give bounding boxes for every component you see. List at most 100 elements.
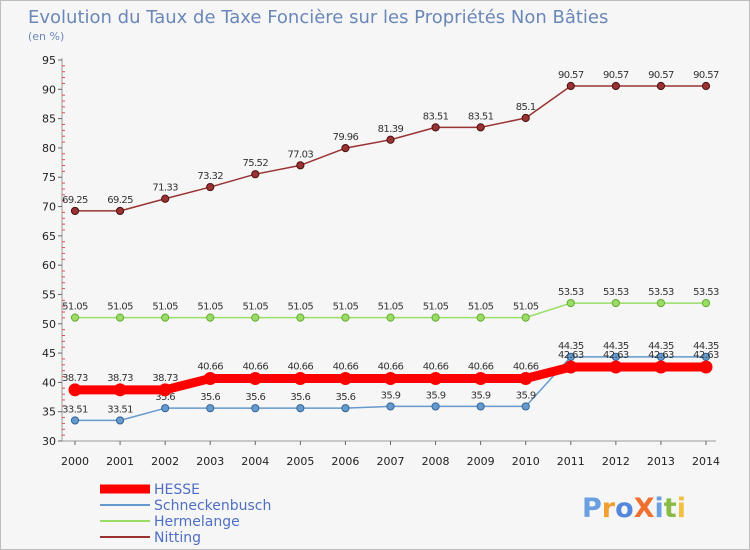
x-tick-label: 2008 bbox=[422, 455, 450, 468]
data-point bbox=[566, 81, 575, 91]
y-tick-label: 45 bbox=[42, 347, 56, 360]
data-label: 44.35 bbox=[558, 341, 584, 352]
data-label: 44.35 bbox=[603, 341, 629, 352]
data-point bbox=[113, 383, 127, 397]
data-point bbox=[429, 372, 443, 386]
data-label: 42.63 bbox=[603, 350, 629, 361]
data-point bbox=[386, 135, 395, 144]
data-label: 53.53 bbox=[648, 287, 674, 298]
data-label: 53.53 bbox=[603, 287, 629, 298]
series-schneckenbusch: 33.51 33.51 35.6 35.6 35.6 35.6 35.6 35.9 35.9 35… bbox=[62, 341, 720, 425]
x-tick-label: 2002 bbox=[151, 455, 179, 468]
series-hermelange: 51.05 51.05 51.05 51.05 51.05 51.05 51.05 51.05… bbox=[62, 287, 720, 322]
legend-item-schneckenbusch: Schneckenbusch bbox=[100, 498, 271, 514]
legend-label: Nitting bbox=[154, 530, 201, 546]
series-nitting: 69.25 69.25 71.33 73.32 75.52 77.03 79.96 81.39… bbox=[62, 70, 720, 216]
legend-item-nitting: Nitting bbox=[100, 530, 201, 546]
x-tick-label: 2005 bbox=[286, 455, 314, 468]
data-point bbox=[203, 372, 217, 386]
series-layer: 69.25 69.25 71.33 73.32 75.52 77.03 79.96 81.39… bbox=[62, 70, 720, 425]
data-point bbox=[656, 298, 666, 308]
data-label: 90.57 bbox=[558, 70, 584, 81]
y-tick-label: 75 bbox=[42, 171, 56, 184]
data-label: 90.57 bbox=[648, 70, 674, 81]
data-point bbox=[341, 313, 350, 322]
data-point bbox=[431, 402, 440, 411]
data-label: 38.73 bbox=[107, 373, 133, 384]
data-label: 53.53 bbox=[558, 287, 584, 298]
x-tick-label: 2000 bbox=[61, 455, 89, 468]
data-point bbox=[206, 182, 215, 192]
data-point bbox=[521, 313, 530, 322]
data-point bbox=[386, 402, 395, 411]
data-point bbox=[206, 404, 215, 413]
data-label: 51.05 bbox=[468, 302, 494, 313]
legend-label: HESSE bbox=[154, 482, 200, 498]
data-label: 51.05 bbox=[197, 302, 223, 313]
data-label: 44.35 bbox=[693, 341, 719, 352]
data-point bbox=[476, 313, 485, 322]
x-tick-label: 2009 bbox=[467, 455, 495, 468]
data-label: 51.05 bbox=[333, 302, 359, 313]
data-label: 79.96 bbox=[333, 132, 359, 143]
data-label: 40.66 bbox=[197, 362, 223, 373]
data-label: 51.05 bbox=[107, 302, 133, 313]
data-label: 71.33 bbox=[152, 183, 178, 194]
data-point bbox=[296, 404, 305, 413]
axes: 30 35 40 45 50 55 60 65 70 75 80 85 90 95 2000 2001 2002… bbox=[42, 54, 720, 468]
x-tick-label: 2003 bbox=[196, 455, 224, 468]
data-label: 51.05 bbox=[152, 302, 178, 313]
y-tick-label: 55 bbox=[42, 288, 56, 301]
data-point bbox=[115, 416, 125, 425]
data-point bbox=[476, 123, 485, 132]
data-label: 40.66 bbox=[242, 362, 268, 373]
legend-item-hesse: HESSE bbox=[100, 482, 200, 498]
data-point bbox=[431, 123, 440, 132]
y-tick-label: 35 bbox=[42, 406, 56, 419]
y-tick-label: 95 bbox=[42, 54, 56, 67]
data-point bbox=[656, 81, 666, 91]
x-tick-label: 2013 bbox=[647, 455, 675, 468]
data-point bbox=[474, 372, 488, 386]
data-label: 35.6 bbox=[200, 392, 220, 403]
data-point bbox=[206, 313, 215, 322]
data-point bbox=[431, 313, 440, 322]
data-label: 90.57 bbox=[603, 70, 629, 81]
data-label: 44.35 bbox=[648, 341, 674, 352]
data-label: 35.6 bbox=[290, 392, 310, 403]
data-point bbox=[70, 206, 80, 216]
data-label: 35.9 bbox=[471, 390, 491, 401]
data-label: 69.25 bbox=[107, 195, 133, 206]
data-label: 42.63 bbox=[558, 350, 584, 361]
data-label: 40.66 bbox=[423, 362, 449, 373]
data-point bbox=[341, 144, 350, 153]
data-point bbox=[701, 298, 711, 308]
data-point bbox=[699, 360, 713, 374]
series-hesse: 38.73 38.73 38.73 40.66 40.66 40.66 40.66 40.66… bbox=[62, 350, 720, 397]
x-tick-label: 2001 bbox=[106, 455, 134, 468]
data-label: 35.9 bbox=[426, 390, 446, 401]
y-tick-label: 80 bbox=[42, 142, 56, 155]
data-label: 90.57 bbox=[693, 70, 719, 81]
data-label: 83.51 bbox=[468, 111, 494, 122]
data-point bbox=[611, 81, 620, 91]
data-label: 51.05 bbox=[288, 302, 314, 313]
data-point bbox=[341, 404, 350, 413]
data-point bbox=[251, 404, 260, 413]
data-point bbox=[476, 402, 485, 411]
data-point bbox=[566, 298, 575, 308]
legend-label: Schneckenbusch bbox=[154, 498, 271, 514]
data-label: 53.53 bbox=[693, 287, 719, 298]
data-label: 35.9 bbox=[381, 390, 401, 401]
data-label: 38.73 bbox=[152, 373, 178, 384]
y-tick-label: 70 bbox=[42, 201, 56, 214]
legend-item-hermelange: Hermelange bbox=[100, 514, 240, 530]
data-label: 51.05 bbox=[62, 302, 88, 313]
data-label: 33.51 bbox=[62, 404, 88, 415]
data-point bbox=[248, 372, 262, 386]
data-point bbox=[161, 404, 170, 413]
chart-title: Evolution du Taux de Taxe Foncière sur l… bbox=[28, 7, 608, 28]
y-tick-label: 40 bbox=[42, 376, 56, 389]
